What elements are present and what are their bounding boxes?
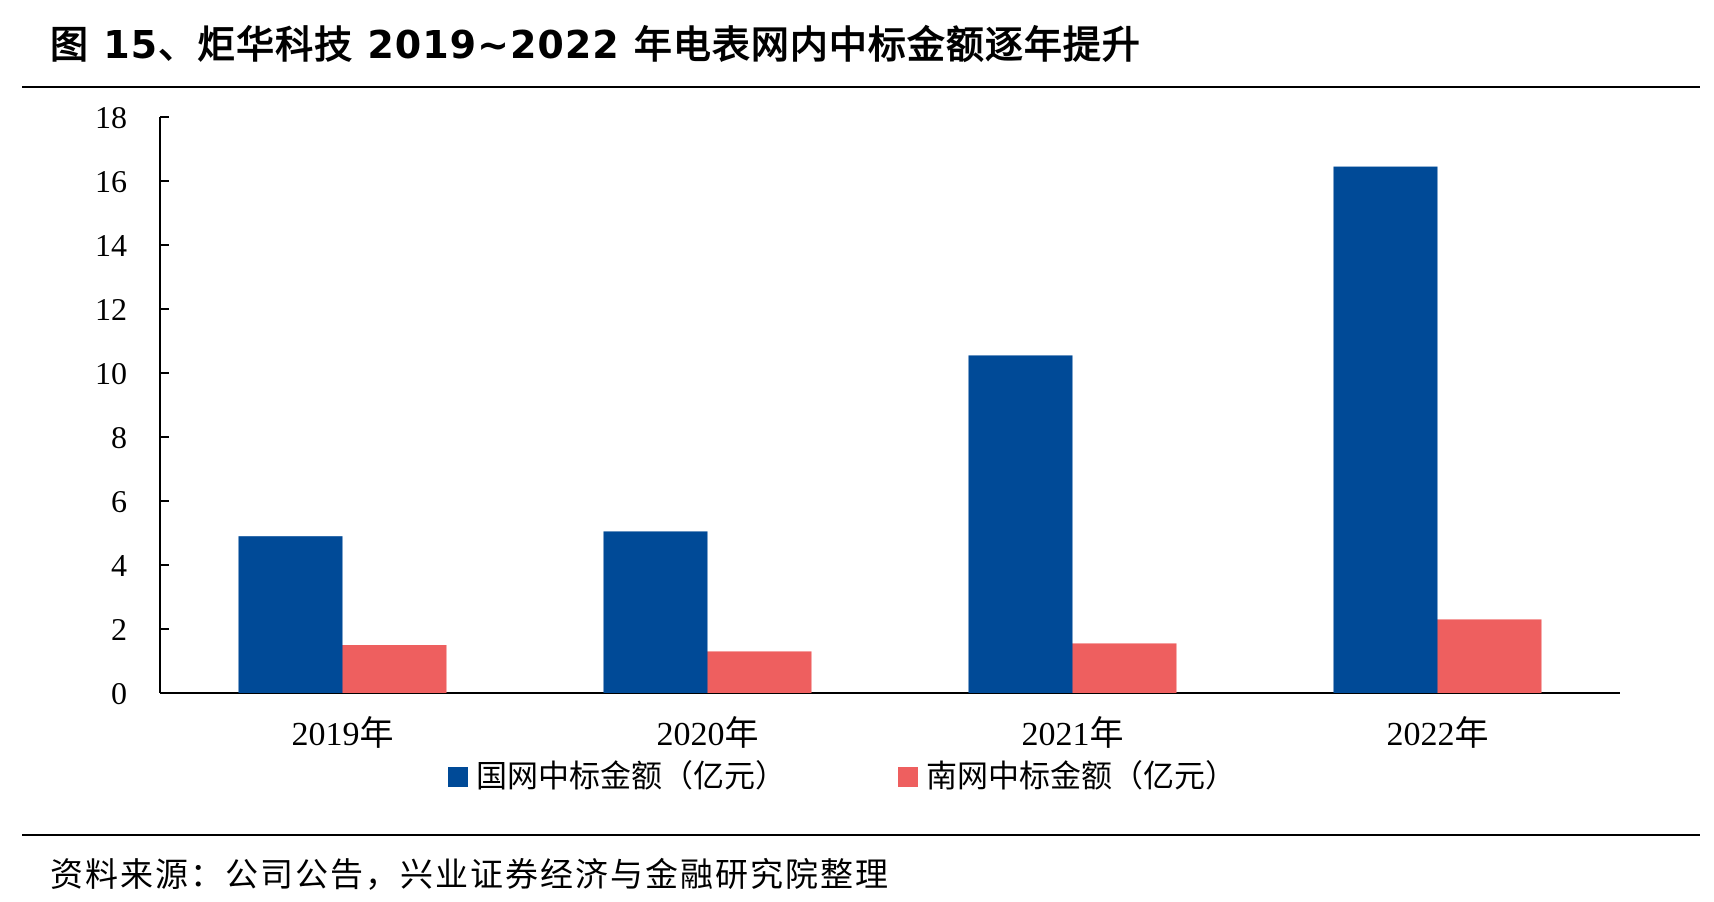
bar-series1-2 xyxy=(968,355,1073,693)
top-divider xyxy=(22,86,1700,88)
x-tick-label: 2019年 xyxy=(292,715,394,753)
chart-title: 图 15、炬华科技 2019~2022 年电表网内中标金额逐年提升 xyxy=(50,23,1141,67)
y-tick-label: 16 xyxy=(95,163,127,199)
legend-swatch-2 xyxy=(898,767,918,787)
y-tick-label: 18 xyxy=(95,99,127,135)
y-tick-label: 6 xyxy=(111,483,127,519)
y-tick-label: 14 xyxy=(95,227,127,263)
y-tick-label: 0 xyxy=(111,675,127,711)
legend-label-1: 国网中标金额（亿元） xyxy=(476,759,786,795)
bar-series1-3 xyxy=(1333,166,1438,694)
y-tick-label: 2 xyxy=(111,611,127,647)
bar-series1-0 xyxy=(238,536,343,693)
bar-series2-1 xyxy=(707,651,812,693)
x-axis-labels: 2019年 2020年 2021年 2022年 xyxy=(292,715,1489,753)
y-tick-label: 12 xyxy=(95,291,127,327)
source-note: 资料来源：公司公告，兴业证券经济与金融研究院整理 xyxy=(50,855,890,894)
legend-swatch-1 xyxy=(448,767,468,787)
y-tick-label: 8 xyxy=(111,419,127,455)
chart-legend: 国网中标金额（亿元） 南网中标金额（亿元） xyxy=(448,759,1236,795)
bar-chart: 0 2 4 6 8 10 12 14 16 18 2019年 2020年 2021年 2022年 国网中… xyxy=(95,99,1620,795)
legend-label-2: 南网中标金额（亿元） xyxy=(926,759,1236,795)
y-tick-label: 4 xyxy=(111,547,127,583)
bar-series2-2 xyxy=(1072,643,1177,693)
bottom-divider xyxy=(22,834,1700,836)
y-tick-label: 10 xyxy=(95,355,127,391)
bar-series2-0 xyxy=(342,645,447,693)
chart-bars xyxy=(238,166,1542,694)
bar-series1-1 xyxy=(603,531,708,693)
bar-series2-3 xyxy=(1437,619,1542,693)
x-tick-label: 2022年 xyxy=(1387,715,1489,753)
x-tick-label: 2021年 xyxy=(1022,715,1124,753)
x-tick-label: 2020年 xyxy=(657,715,759,753)
